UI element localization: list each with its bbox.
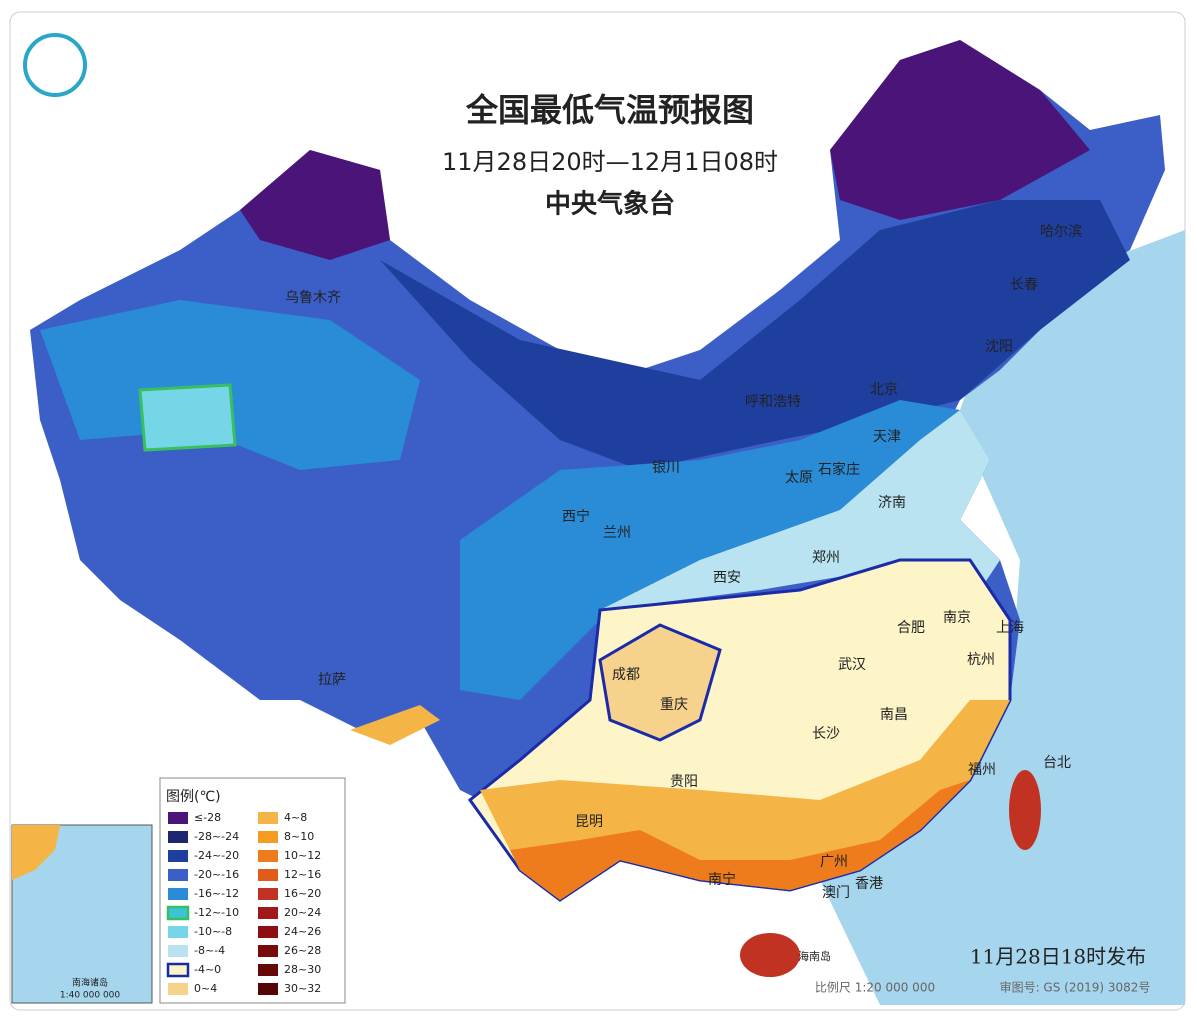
city: 杭州 [967,652,995,668]
city: 西安 [713,570,741,586]
legend-swatch [166,962,190,978]
agency: 中央气象台 [545,189,675,220]
legend-swatch [168,926,188,938]
city: 南宁 [708,871,736,888]
city: 长沙 [812,726,840,742]
city: 成都 [612,667,640,683]
city: 呼和浩特 [745,394,801,410]
city: 贵阳 [670,774,698,790]
city: 拉萨 [318,672,346,688]
legend-title: 图例(℃) [166,789,221,805]
legend-swatch [168,945,188,957]
map-number: 审图号: GS (2019) 3082号 [1000,980,1151,995]
legend-label: 16~20 [284,887,321,900]
legend-swatch [258,888,278,900]
legend-swatch [258,869,278,881]
city: 兰州 [603,525,631,541]
legend-swatch [258,850,278,862]
city: 海南岛 [798,949,831,963]
period: 11月28日20时—12月1日08时 [442,148,778,176]
legend-label: -20~-16 [194,868,239,881]
city: 福州 [968,762,996,778]
legend-swatch [258,907,278,919]
city: 南京 [943,610,971,626]
city: 沈阳 [985,339,1013,355]
title: 全国最低气温预报图 [465,91,754,129]
legend-swatch [258,812,278,824]
taiwan [1009,770,1041,850]
zone [240,150,390,260]
legend: ≤-28 -28~-24 -24~-20 -20~-16 -16~-12 -12~-10 -… [166,811,321,995]
city: 合肥 [897,620,925,636]
legend-swatch [168,812,188,824]
zone [350,705,440,745]
legend-swatch [168,869,188,881]
city: 石家庄 [818,461,860,478]
legend-label: 4~8 [284,811,307,824]
city: 澳门 [822,885,850,901]
legend-label: 8~10 [284,830,314,843]
legend-swatch [258,964,278,976]
city: 郑州 [812,550,840,566]
legend-label: 20~24 [284,906,321,919]
city: 西宁 [562,508,590,525]
legend-label: -28~-24 [194,830,239,843]
legend-label: -10~-8 [194,925,232,938]
city: 北京 [870,382,898,398]
scale: 比例尺 1:20 000 000 [815,981,935,995]
legend-label: -12~-10 [194,906,239,919]
legend-swatch [258,945,278,957]
legend-label: 12~16 [284,868,321,881]
city: 武汉 [838,657,866,673]
city: 太原 [785,470,813,486]
city: 长春 [1010,277,1038,293]
cities: 哈尔滨 长春 沈阳 北京 天津 呼和浩特 乌鲁木齐 银川 石家庄 太原 济南 西… [285,224,1082,963]
legend-swatch [168,850,188,862]
legend-swatch [168,983,188,995]
legend-label: 0~4 [194,982,217,995]
legend-label: 26~28 [284,944,321,957]
zone [510,780,970,900]
legend-swatch [166,905,190,921]
city: 乌鲁木齐 [285,290,341,306]
legend-label: -16~-12 [194,887,239,900]
legend-label: 24~26 [284,925,321,938]
city: 香港 [855,876,883,892]
city: 上海 [996,620,1024,636]
legend-swatch [258,983,278,995]
city: 重庆 [660,697,688,713]
legend-label: 30~32 [284,982,321,995]
zone [138,383,237,452]
legend-label: 10~12 [284,849,321,862]
legend-label: -8~-4 [194,944,225,957]
city: 昆明 [575,814,603,830]
city: 台北 [1043,755,1071,771]
legend-swatch [258,926,278,938]
city: 济南 [878,495,906,511]
city: 银川 [652,460,680,476]
city: 南昌 [880,707,908,723]
legend-label: 28~30 [284,963,321,976]
city: 哈尔滨 [1040,224,1082,240]
legend-label: -4~0 [194,963,221,976]
legend-swatch [168,888,188,900]
inset-land [12,825,60,880]
inset-scale: 1:40 000 000 [60,991,121,1001]
logo [23,33,87,97]
zone [830,40,1090,220]
legend-label: -24~-20 [194,849,239,862]
inset-title: 南海诸岛 [72,977,108,989]
zone [380,200,1130,470]
legend-label: ≤-28 [194,811,221,824]
legend-swatch [258,831,278,843]
release-time: 11月28日18时发布 [970,945,1146,969]
legend-swatch [168,831,188,843]
city: 广州 [820,854,848,870]
sea [820,230,1185,1005]
hainan [740,933,800,977]
zone [598,623,722,742]
city: 天津 [873,429,901,445]
legend-box [159,777,346,1004]
